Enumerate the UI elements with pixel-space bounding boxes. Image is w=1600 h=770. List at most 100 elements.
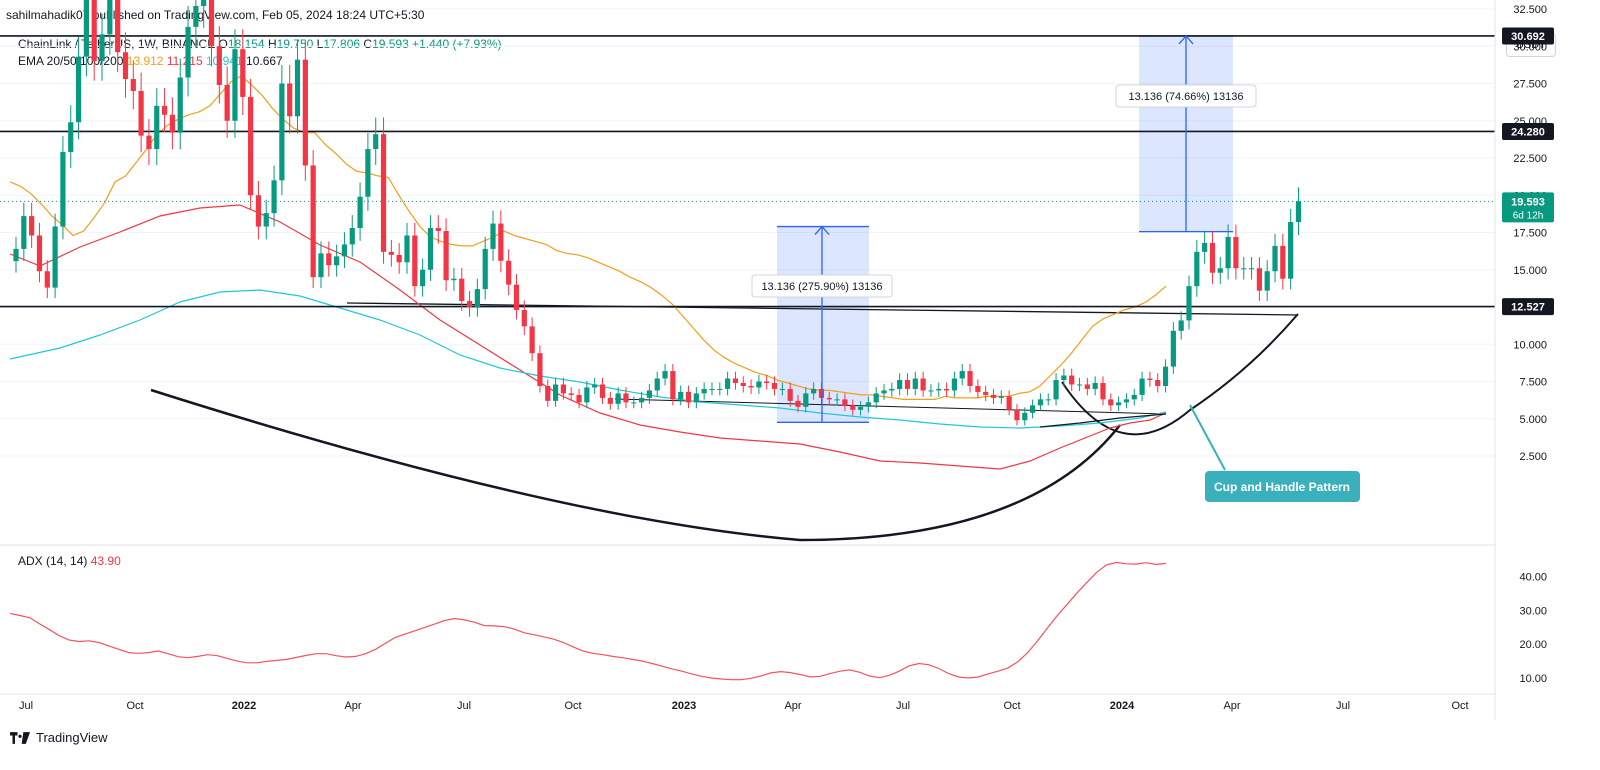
candle[interactable] bbox=[1233, 224, 1239, 280]
candle[interactable] bbox=[928, 384, 934, 397]
candle[interactable] bbox=[1022, 407, 1028, 426]
candle[interactable] bbox=[662, 363, 668, 386]
candle[interactable] bbox=[1108, 393, 1114, 412]
candle[interactable] bbox=[552, 377, 559, 407]
candle[interactable] bbox=[1030, 399, 1036, 419]
adx-label[interactable]: ADX (14, 14) bbox=[18, 554, 88, 568]
candle[interactable] bbox=[904, 373, 911, 396]
candle[interactable] bbox=[271, 165, 277, 227]
candle[interactable] bbox=[615, 387, 621, 410]
candle[interactable] bbox=[748, 379, 754, 394]
candle[interactable] bbox=[255, 181, 262, 240]
candle[interactable] bbox=[341, 232, 348, 269]
candle[interactable] bbox=[130, 60, 136, 110]
candle[interactable] bbox=[599, 377, 606, 404]
candle[interactable] bbox=[36, 222, 43, 283]
candle[interactable] bbox=[107, 0, 113, 55]
candle[interactable] bbox=[224, 66, 230, 138]
callout-box[interactable] bbox=[1205, 471, 1360, 502]
candle[interactable] bbox=[310, 150, 316, 289]
candle[interactable] bbox=[334, 244, 340, 277]
candle[interactable] bbox=[427, 215, 434, 281]
candle[interactable] bbox=[1045, 393, 1051, 406]
candle[interactable] bbox=[154, 88, 160, 166]
candle[interactable] bbox=[1194, 239, 1200, 297]
candle[interactable] bbox=[75, 36, 82, 140]
candle[interactable] bbox=[771, 376, 778, 396]
candle[interactable] bbox=[21, 202, 27, 261]
candle[interactable] bbox=[873, 387, 879, 409]
candle[interactable] bbox=[115, 0, 121, 73]
candle[interactable] bbox=[29, 202, 35, 249]
candle[interactable] bbox=[639, 391, 645, 409]
candle[interactable] bbox=[13, 236, 19, 273]
candle[interactable] bbox=[983, 385, 989, 402]
candle[interactable] bbox=[865, 396, 871, 413]
candle[interactable] bbox=[850, 399, 856, 416]
candle[interactable] bbox=[318, 241, 324, 289]
candle[interactable] bbox=[91, 0, 97, 81]
candle[interactable] bbox=[811, 382, 817, 400]
candle[interactable] bbox=[169, 97, 175, 150]
candle[interactable] bbox=[201, 0, 207, 28]
candle[interactable] bbox=[654, 371, 660, 397]
candle[interactable] bbox=[857, 401, 864, 416]
candle[interactable] bbox=[1053, 373, 1059, 406]
candle[interactable] bbox=[803, 387, 809, 413]
candle[interactable] bbox=[709, 382, 715, 396]
candle[interactable] bbox=[1241, 257, 1247, 280]
candle[interactable] bbox=[646, 384, 653, 404]
candle[interactable] bbox=[185, 5, 191, 97]
candle[interactable] bbox=[943, 382, 950, 397]
candle[interactable] bbox=[1272, 233, 1278, 283]
candle[interactable] bbox=[138, 72, 144, 153]
candle[interactable] bbox=[513, 274, 520, 320]
candle[interactable] bbox=[146, 119, 152, 166]
candle[interactable] bbox=[764, 374, 770, 390]
candle[interactable] bbox=[420, 258, 426, 297]
candle[interactable] bbox=[740, 376, 746, 393]
candle[interactable] bbox=[1280, 233, 1286, 290]
candle[interactable] bbox=[826, 391, 832, 406]
candle[interactable] bbox=[787, 382, 793, 407]
candle[interactable] bbox=[889, 382, 895, 397]
candle[interactable] bbox=[920, 371, 926, 397]
candle[interactable] bbox=[122, 32, 129, 98]
candle[interactable] bbox=[560, 377, 566, 400]
candle[interactable] bbox=[537, 345, 543, 393]
candle[interactable] bbox=[545, 379, 551, 407]
candle[interactable] bbox=[717, 382, 723, 396]
candle[interactable] bbox=[756, 374, 762, 394]
candle[interactable] bbox=[1209, 230, 1216, 284]
candle[interactable] bbox=[435, 215, 441, 244]
candle[interactable] bbox=[568, 387, 574, 402]
candle[interactable] bbox=[967, 363, 973, 393]
candle[interactable] bbox=[881, 384, 887, 400]
candle[interactable] bbox=[302, 40, 308, 181]
candle[interactable] bbox=[161, 88, 168, 133]
candle[interactable] bbox=[897, 373, 903, 396]
candle[interactable] bbox=[1006, 390, 1012, 416]
candle[interactable] bbox=[584, 380, 590, 409]
candle[interactable] bbox=[1264, 260, 1270, 301]
candle[interactable] bbox=[279, 64, 285, 196]
candle[interactable] bbox=[975, 379, 981, 399]
candle[interactable] bbox=[795, 394, 801, 413]
candle[interactable] bbox=[466, 291, 473, 317]
candle[interactable] bbox=[912, 371, 918, 396]
candle[interactable] bbox=[99, 13, 105, 81]
candle[interactable] bbox=[732, 371, 739, 390]
ema-label[interactable]: EMA 20/50/100/200 bbox=[18, 54, 124, 68]
candle[interactable] bbox=[1092, 376, 1098, 396]
candle[interactable] bbox=[1186, 275, 1192, 330]
candle[interactable] bbox=[592, 377, 598, 394]
candle[interactable] bbox=[1256, 257, 1262, 301]
candle[interactable] bbox=[404, 222, 410, 274]
candle[interactable] bbox=[631, 396, 637, 409]
candle[interactable] bbox=[1162, 359, 1169, 393]
candle[interactable] bbox=[216, 26, 222, 104]
candle[interactable] bbox=[498, 210, 504, 273]
candle[interactable] bbox=[1084, 377, 1090, 396]
candle[interactable] bbox=[326, 241, 332, 277]
